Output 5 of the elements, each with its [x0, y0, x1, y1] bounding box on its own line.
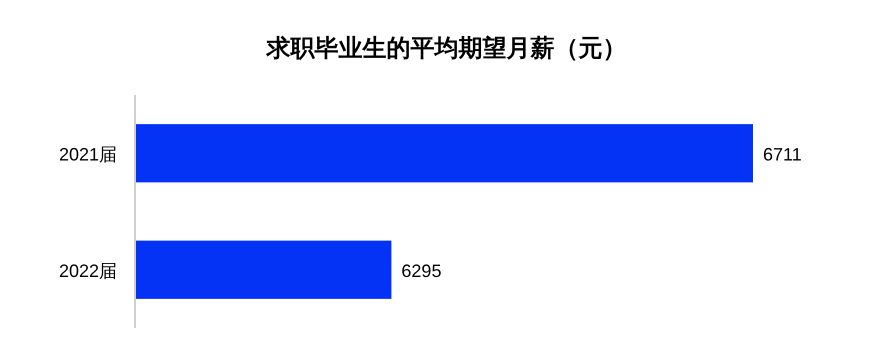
- y-tick-label: 2021届: [58, 144, 117, 164]
- chart-title: 求职毕业生的平均期望月薪（元）: [266, 35, 626, 62]
- data-label: 6295: [401, 260, 442, 281]
- y-tick-label: 2022届: [58, 260, 117, 281]
- data-label: 6711: [763, 144, 802, 164]
